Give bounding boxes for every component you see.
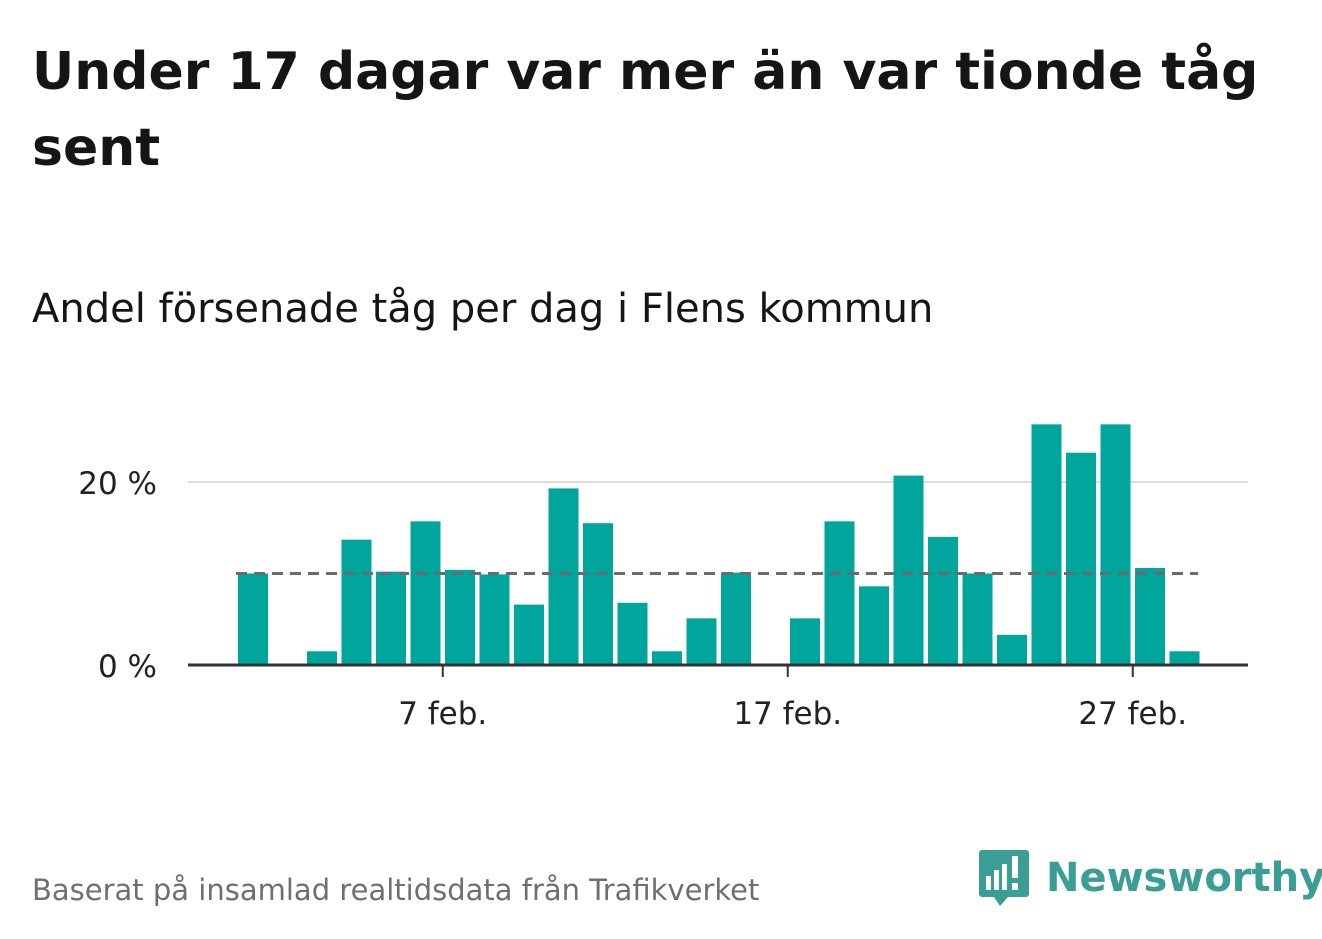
bar	[445, 569, 475, 665]
bar	[583, 523, 613, 665]
chart-subtitle: Andel försenade tåg per dag i Flens komm…	[32, 286, 934, 332]
bar	[548, 488, 579, 665]
bar	[238, 573, 268, 665]
bar	[1135, 568, 1165, 665]
source-note: Baserat på insamlad realtidsdata från Tr…	[32, 873, 760, 907]
y-tick-label: 0 %	[98, 649, 157, 685]
chart-title: Under 17 dagar var mer än var tionde tåg…	[32, 42, 1259, 178]
bar	[1169, 651, 1200, 665]
bar	[721, 572, 751, 665]
bar	[790, 618, 820, 665]
bar	[514, 604, 544, 665]
bar	[997, 634, 1027, 665]
bar-chart: 0 % 20 % 7 feb. 17 feb. 27 feb.	[78, 424, 1248, 732]
bar	[686, 618, 717, 665]
x-tick-label: 17 feb.	[733, 696, 842, 732]
bar	[962, 573, 993, 665]
x-tick-label: 27 feb.	[1078, 696, 1187, 732]
bar	[376, 571, 406, 665]
bar	[479, 574, 510, 665]
bar	[652, 651, 682, 665]
bar	[307, 651, 337, 665]
y-tick-label: 20 %	[78, 466, 157, 502]
newsworthy-logo-icon	[979, 850, 1029, 906]
axes: 0 % 20 % 7 feb. 17 feb. 27 feb.	[78, 466, 1248, 732]
bar	[1031, 424, 1062, 665]
bar	[1066, 452, 1096, 665]
brand-name: Newsworthy	[1046, 855, 1322, 901]
x-tick-label: 7 feb.	[398, 696, 487, 732]
bar	[617, 602, 648, 665]
bar	[893, 475, 924, 665]
bar	[341, 539, 372, 665]
bars	[238, 424, 1200, 665]
bar	[928, 536, 958, 665]
bar	[859, 586, 889, 665]
bar	[1100, 424, 1131, 665]
brand-logo: Newsworthy	[978, 848, 1322, 908]
bar	[824, 521, 855, 665]
bar	[410, 521, 441, 665]
